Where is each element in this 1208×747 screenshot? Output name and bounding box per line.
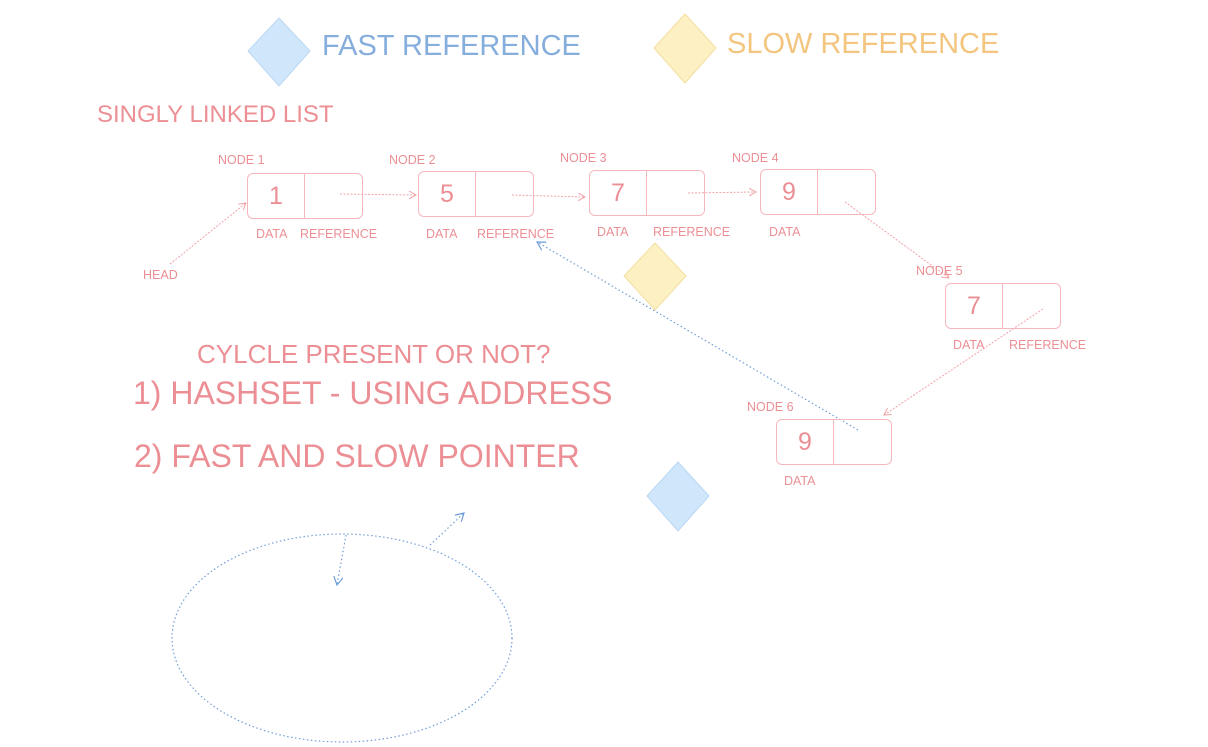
node-4-data-label: DATA	[769, 225, 801, 239]
node-4-value: 9	[761, 170, 818, 214]
head-label: HEAD	[143, 268, 178, 282]
fast-reference-legend-label: FAST REFERENCE	[322, 30, 581, 62]
head-arrow	[169, 203, 246, 265]
node-3-value: 7	[590, 171, 647, 215]
node-1-box: 1	[247, 173, 363, 219]
node-6-label: NODE 6	[747, 400, 794, 414]
method-2: 2) FAST AND SLOW POINTER	[134, 438, 580, 474]
node-6-data-label: DATA	[784, 474, 816, 488]
node-5-reference-cell	[1003, 284, 1060, 328]
node-1-reference-cell	[305, 174, 362, 218]
slow-pointer-diamond-icon	[623, 242, 687, 311]
cycle-question: CYLCLE PRESENT OR NOT?	[197, 339, 551, 369]
node-3-box: 7	[589, 170, 705, 216]
node-3-label: NODE 3	[560, 151, 607, 165]
node-5-reference-label: REFERENCE	[1009, 338, 1087, 352]
node-6-box: 9	[776, 419, 892, 465]
node-2-value: 5	[419, 172, 476, 216]
node-5-data-label: DATA	[953, 338, 985, 352]
node-3-reference-cell	[647, 171, 704, 215]
node-6-reference-cell	[834, 420, 891, 464]
node3-to-node4-arrow	[687, 192, 756, 193]
node-4-reference-cell	[818, 170, 875, 214]
node-1-reference-label: REFERENCE	[300, 227, 378, 241]
node-2-label: NODE 2	[389, 153, 436, 167]
node-2-data-label: DATA	[426, 227, 458, 241]
diagram-title: SINGLY LINKED LIST	[97, 101, 334, 128]
node-5-value: 7	[946, 284, 1003, 328]
node-2-reference-label: REFERENCE	[477, 227, 555, 241]
node1-to-node2-arrow	[339, 194, 416, 195]
node-2-reference-cell	[476, 172, 533, 216]
slow-reference-diamond-icon	[653, 13, 717, 84]
node-4-box: 9	[760, 169, 876, 215]
fast-pointer-diamond-icon	[646, 461, 710, 532]
node-1-value: 1	[248, 174, 305, 218]
node5-to-node6-arrow	[884, 308, 1044, 415]
node-6-value: 9	[777, 420, 834, 464]
node-3-reference-label: REFERENCE	[653, 225, 731, 239]
node-4-label: NODE 4	[732, 151, 779, 165]
node-1-label: NODE 1	[218, 153, 265, 167]
ellipse-outer-arrow	[429, 513, 464, 546]
node-5-box: 7	[945, 283, 1061, 329]
node-2-box: 5	[418, 171, 534, 217]
node-5-label: NODE 5	[916, 264, 963, 278]
slow-reference-legend-label: SLOW REFERENCE	[727, 28, 1000, 60]
fast-reference-diamond-icon	[247, 17, 311, 87]
method-1: 1) HASHSET - USING ADDRESS	[133, 375, 613, 411]
node-3-data-label: DATA	[597, 225, 629, 239]
hashset-ellipse	[171, 533, 513, 743]
ellipse-inner-arrow	[337, 534, 347, 585]
node2-to-node3-arrow	[511, 195, 585, 197]
node-1-data-label: DATA	[256, 227, 288, 241]
